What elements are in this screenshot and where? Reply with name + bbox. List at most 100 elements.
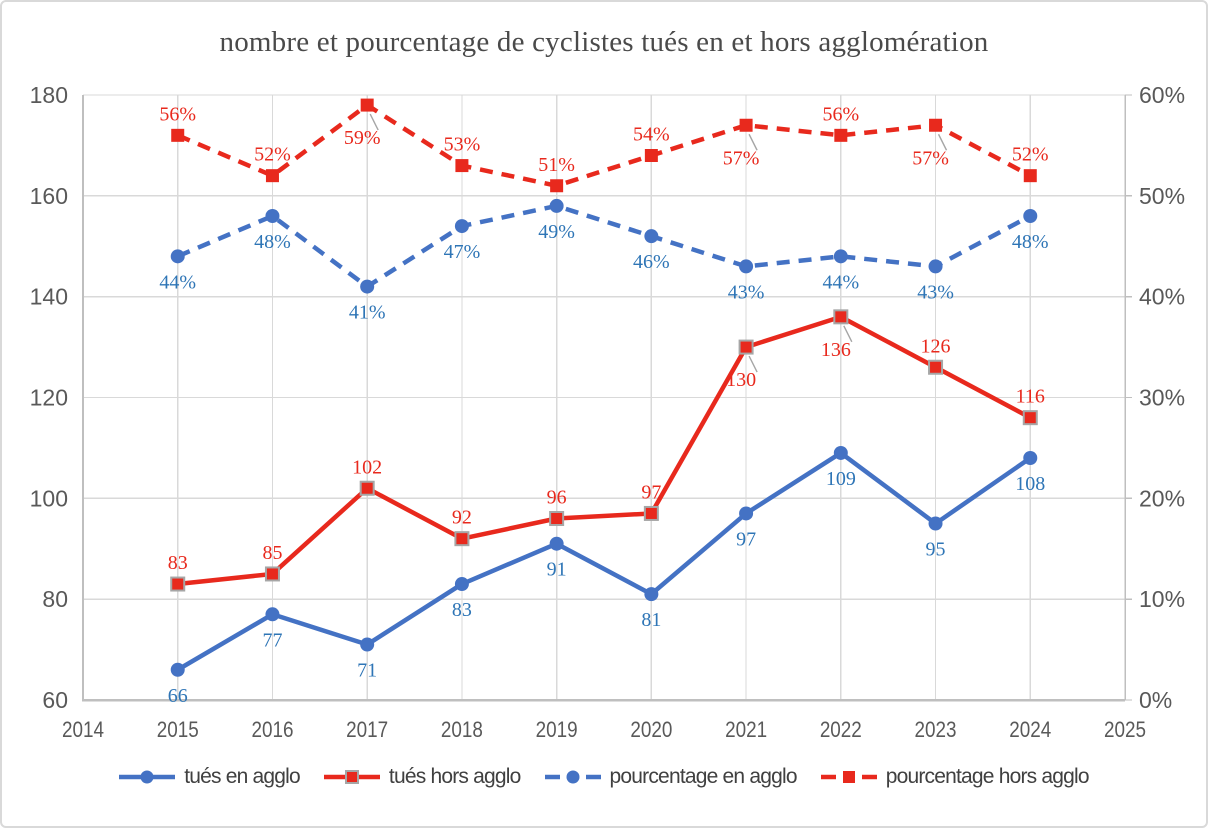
data-point-marker — [833, 445, 848, 460]
data-point-label: 83 — [452, 599, 472, 621]
x-axis-tick-label: 2023 — [915, 717, 957, 742]
data-point-marker — [549, 198, 564, 213]
data-point-marker — [264, 566, 280, 582]
data-point-marker — [360, 637, 375, 652]
data-point-marker — [1023, 451, 1038, 465]
legend-label-tues-hors-agglo: tués hors agglo — [388, 765, 521, 788]
left-axis-tick-label: 140 — [30, 284, 68, 310]
legend-item-tues-en-agglo: tués en agglo — [119, 765, 301, 789]
right-axis-tick-label: 10% — [1139, 586, 1185, 612]
data-point-marker — [454, 531, 470, 547]
data-point-marker — [171, 128, 185, 142]
data-point-label: 52% — [1012, 144, 1049, 166]
data-point-label: 44% — [822, 271, 859, 293]
series-pourcentage-hors-agglo: 56% 52% 59% 53% 51% 54% 57% 56% 57% 52% — [159, 98, 1049, 193]
data-point-label: 91 — [547, 559, 567, 581]
series-tues-hors-agglo: 83 85 102 92 96 97 130 136 126 116 — [168, 309, 1045, 592]
x-axis-tick-label: 2025 — [1104, 717, 1146, 742]
x-axis-tick-label: 2019 — [536, 717, 578, 742]
x-axis-tick-label: 2020 — [630, 717, 672, 742]
data-point-label: 77 — [262, 629, 282, 651]
series-line-pourcentage-en-agglo — [176, 203, 1032, 289]
data-point-label: 48% — [254, 231, 291, 253]
legend-sample-shape — [140, 770, 154, 784]
data-point-marker — [834, 128, 848, 142]
data-point-label: 46% — [633, 251, 670, 273]
data-point-marker — [265, 607, 280, 622]
data-point-label: 57% — [912, 147, 949, 169]
data-point-marker — [644, 587, 659, 602]
legend-solid-circle-icon — [119, 770, 176, 784]
legend-item-tues-hors-agglo: tués hors agglo — [323, 765, 521, 789]
right-axis-tick-label: 30% — [1139, 385, 1185, 411]
data-point-label: 97 — [641, 481, 661, 503]
x-axis-tick-label: 2014 — [62, 717, 104, 742]
legend-sample-shape — [344, 770, 359, 784]
data-point-marker — [170, 249, 185, 264]
data-point-marker — [265, 209, 280, 223]
data-point-marker — [739, 259, 754, 274]
data-point-label: 66 — [168, 685, 188, 707]
x-axis-tick-label: 2024 — [1009, 717, 1051, 742]
grid-layer — [82, 94, 1132, 702]
legend-item-pourcentage-hors-agglo: pourcentage hors agglo — [820, 765, 1090, 789]
series-line-tues-hors-agglo — [177, 314, 1032, 587]
series-pourcentage-en-agglo: 44% 48% 41% 47% 49% 46% 43% 44% 43% 48% — [159, 198, 1049, 324]
data-point-label: 43% — [728, 281, 765, 303]
series-line-tues-en-agglo — [176, 450, 1032, 672]
data-label-leader-line — [937, 133, 948, 151]
data-point-marker — [265, 169, 279, 183]
chart-title: nombre et pourcentage de cyclistes tués … — [219, 26, 989, 58]
right-axis-tick-label: 50% — [1139, 183, 1185, 209]
data-point-marker — [1022, 410, 1038, 426]
data-point-marker — [928, 516, 943, 531]
data-point-marker — [644, 229, 659, 244]
x-axis-tick-label: 2015 — [157, 717, 199, 742]
data-point-marker — [928, 359, 944, 375]
data-point-label: 59% — [344, 127, 381, 149]
legend-dashed-square-icon — [820, 771, 877, 783]
data-point-label: 51% — [538, 154, 575, 176]
right-axis-tick-label: 40% — [1139, 284, 1185, 310]
data-point-marker — [833, 249, 848, 264]
data-label-leader-line — [748, 355, 758, 373]
data-point-label: 41% — [349, 302, 386, 324]
data-point-marker — [738, 339, 754, 355]
data-point-label: 109 — [826, 468, 856, 490]
series-line-pourcentage-hors-agglo — [176, 102, 1032, 188]
left-axis-tick-label: 180 — [30, 82, 68, 108]
data-point-label: 126 — [921, 335, 951, 357]
left-axis-tick-label: 120 — [30, 385, 68, 411]
data-point-marker — [929, 118, 943, 132]
data-point-marker — [739, 118, 753, 132]
legend-sample-shape — [842, 771, 855, 783]
data-point-marker — [359, 480, 375, 496]
data-point-label: 136 — [821, 339, 851, 361]
data-point-label: 71 — [357, 660, 377, 682]
data-point-label: 54% — [633, 124, 670, 146]
data-point-label: 95 — [926, 539, 946, 561]
data-point-label: 130 — [726, 369, 756, 391]
data-point-label: 83 — [168, 552, 188, 574]
data-point-marker — [360, 98, 374, 112]
data-point-marker — [454, 577, 469, 592]
left-axis-tick-label: 160 — [30, 183, 68, 209]
data-point-label: 48% — [1012, 231, 1049, 253]
data-point-marker — [1023, 169, 1037, 183]
data-point-marker — [644, 149, 658, 162]
data-label-leader-line — [369, 113, 379, 131]
chart-legend: tués en agglo tués hors agglo pourcentage … — [2, 765, 1206, 789]
data-point-label: 92 — [452, 507, 472, 529]
data-point-label: 108 — [1015, 473, 1045, 495]
x-axis-tick-label: 2022 — [820, 717, 862, 742]
data-label-leader-line — [843, 325, 853, 343]
data-point-marker — [454, 219, 469, 234]
chart-plot-area: 60 80 100 120 140 160 180 0% 10% 20% 30% 40% 50% 60% 2… — [30, 82, 1185, 742]
legend-dashed-circle-icon — [544, 770, 601, 784]
data-point-label: 57% — [723, 147, 760, 169]
data-point-marker — [170, 662, 185, 677]
series-tues-en-agglo: 66 77 71 83 91 81 97 109 95 108 — [168, 445, 1045, 707]
data-point-label: 44% — [159, 271, 196, 293]
right-axis-tick-label: 20% — [1139, 485, 1185, 511]
